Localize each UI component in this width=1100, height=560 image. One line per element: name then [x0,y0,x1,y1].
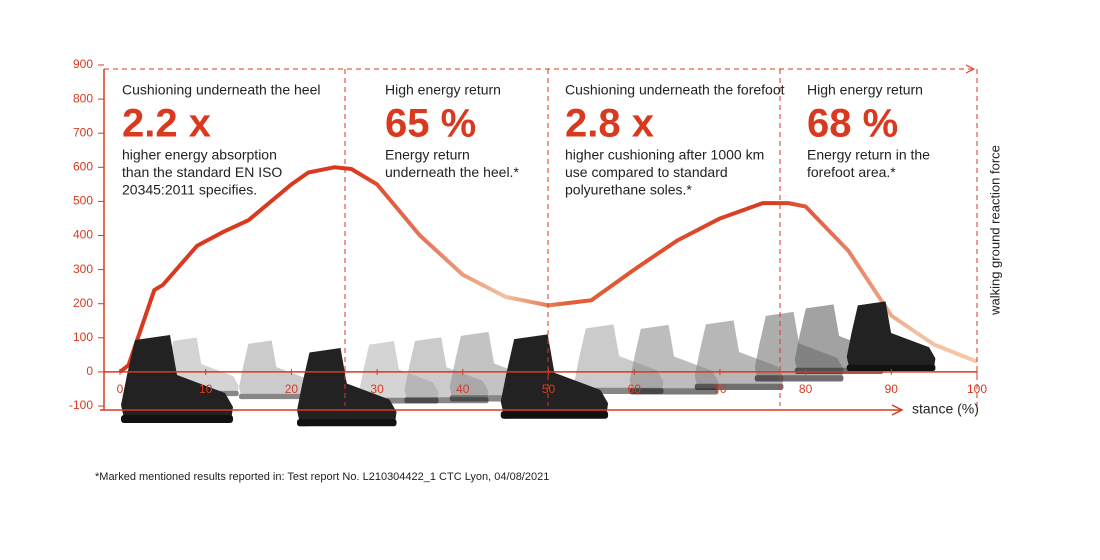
annotation-heading: High energy return [385,82,501,98]
annotation-text: use compared to standard [565,164,728,180]
annotation-value: 2.8 x [565,102,654,146]
y-tick-label: 500 [73,194,93,208]
y-tick-label: 0 [86,364,93,378]
annotation-heading: Cushioning underneath the heel [122,82,321,98]
data-line [118,165,978,374]
y-tick-label: 400 [73,228,93,242]
y-tick-label: 300 [73,262,93,276]
annotation-text: polyurethane soles.* [565,182,692,198]
annotation-text: higher energy absorption [122,147,277,163]
annotation-value: 65 % [385,102,476,146]
annotation-value: 68 % [807,102,898,146]
y-axis-label: walking ground reaction force [987,145,1002,316]
annotation-text: 20345:2011 specifies. [122,182,257,198]
x-tick-label: 50 [542,382,556,396]
y-tick-label: 100 [73,330,93,344]
arrow-head [965,64,976,74]
y-tick-label: -100 [69,398,93,412]
x-axis-label: stance (%) [912,401,979,417]
x-tick-label: 0 [117,382,124,396]
x-tick-label: 30 [370,382,384,396]
annotation-text: higher cushioning after 1000 km [565,147,764,163]
x-tick-label: 70 [713,382,727,396]
x-tick-label: 10 [199,382,213,396]
y-tick-label: 600 [73,159,93,173]
annotation-text: than the standard EN ISO [122,164,282,180]
annotation-text: underneath the heel.* [385,164,519,180]
x-tick-label: 40 [456,382,470,396]
footnote: *Marked mentioned results reported in: T… [95,471,549,483]
y-tick-label: 700 [73,125,93,139]
annotation-heading: Cushioning underneath the forefoot [565,82,785,98]
annotation-text: Energy return in the [807,147,930,163]
x-tick-label: 80 [799,382,813,396]
annotation-heading: High energy return [807,82,923,98]
y-tick-label: 900 [73,57,93,71]
x-tick-label: 100 [967,382,987,396]
annotation-value: 2.2 x [122,102,211,146]
annotation-text: Energy return [385,147,470,163]
boot-illustrations [121,301,936,427]
y-tick-label: 800 [73,91,93,105]
annotation-text: forefoot area.* [807,164,896,180]
y-tick-label: 200 [73,296,93,310]
arrow-head [891,404,904,416]
x-tick-label: 60 [628,382,642,396]
x-tick-label: 20 [285,382,299,396]
x-tick-label: 90 [885,382,899,396]
